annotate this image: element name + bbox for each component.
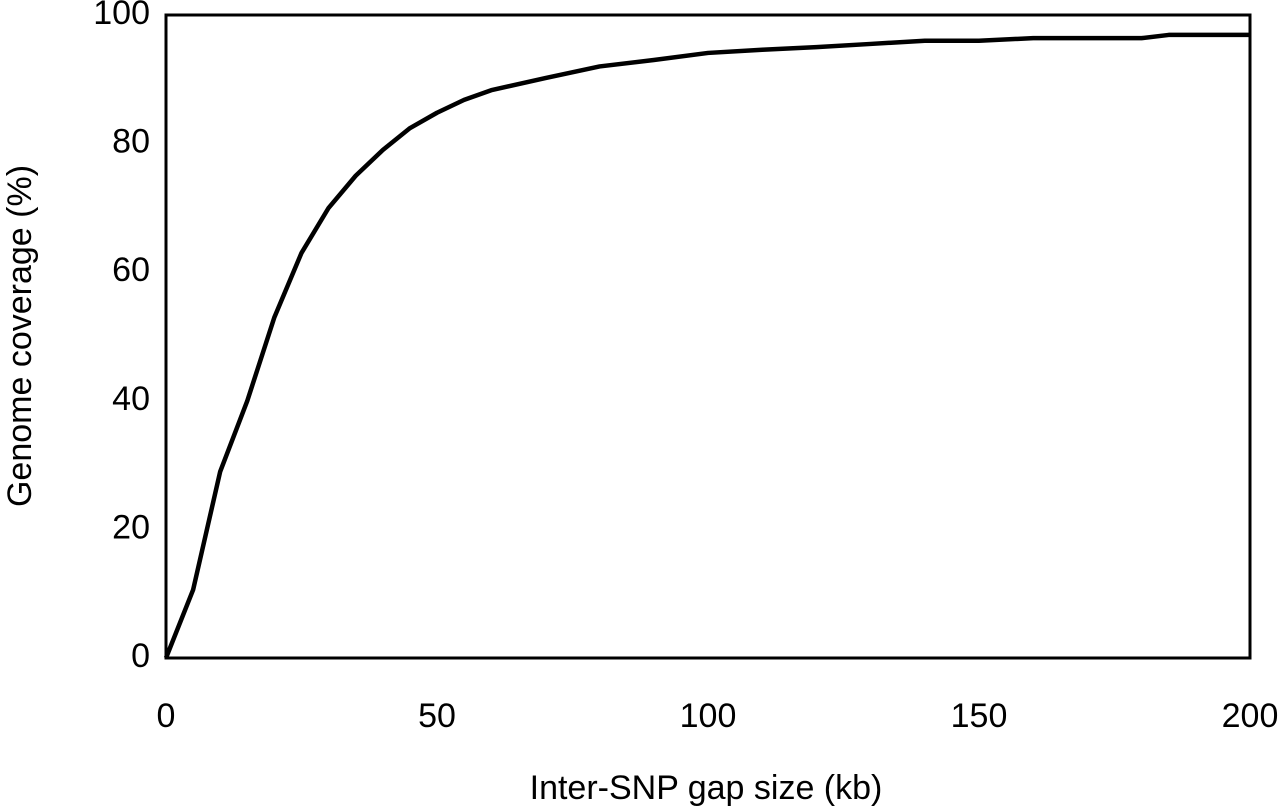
x-tick-label: 50: [418, 697, 456, 735]
y-tick-label: 20: [112, 508, 150, 546]
data-line: [163, 32, 1250, 659]
y-tick-label: 60: [112, 251, 150, 289]
y-tick-label: 80: [112, 123, 150, 161]
x-tick-label: 150: [951, 697, 1008, 735]
x-tick-label: 200: [1222, 697, 1279, 735]
x-axis-label: Inter-SNP gap size (kb): [530, 769, 883, 807]
y-tick-label: 40: [112, 380, 150, 418]
y-tick-label: 0: [131, 637, 150, 675]
plot-frame: [164, 13, 1252, 660]
x-tick-label: 100: [680, 697, 737, 735]
y-axis-label: Genome coverage (%): [1, 165, 39, 507]
y-tick-label: 100: [93, 0, 150, 32]
x-tick-label: 0: [157, 697, 176, 735]
